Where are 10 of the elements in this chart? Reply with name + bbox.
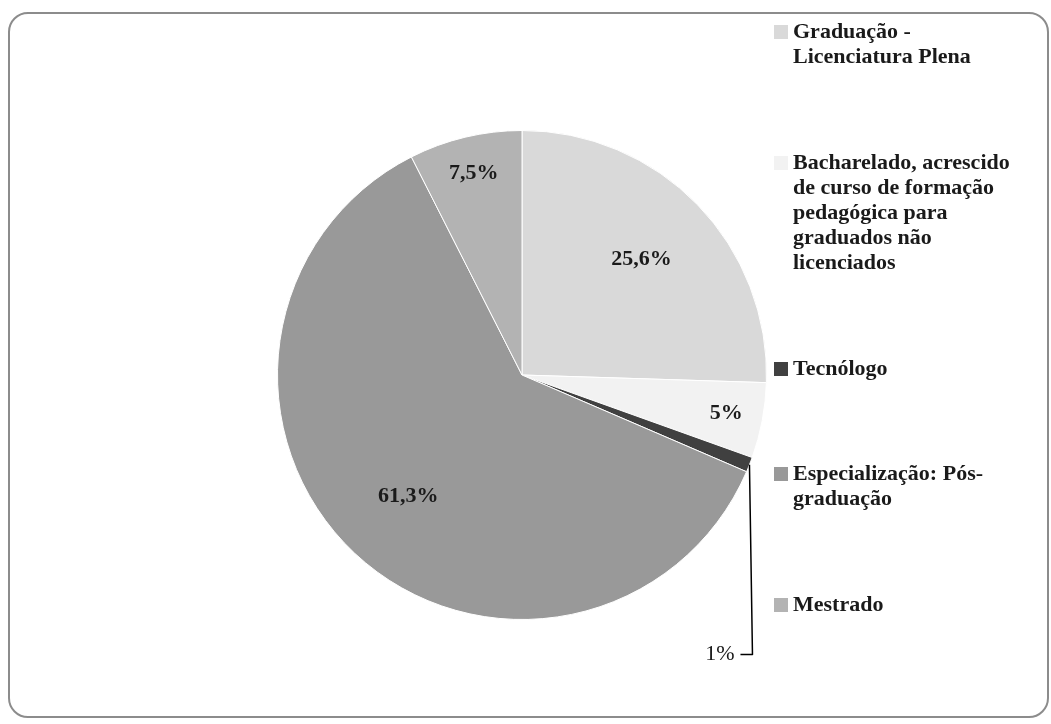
data-label: 25,6% [611,244,672,270]
data-label: 5% [709,399,743,425]
legend-label: Especialização: Pós-graduação [793,460,985,511]
legend-label: Mestrado [793,591,884,616]
data-label: 1% [705,640,735,666]
data-label: 7,5% [448,158,499,184]
legend-label: Tecnólogo [793,354,888,380]
legend-label: Graduação - Licenciatura Plena [793,18,972,68]
data-label: 61,3% [377,481,439,507]
legend-label: Bacharelado, acrescido de curso de formação pedagógica para graduados não licenciados [793,148,1011,274]
